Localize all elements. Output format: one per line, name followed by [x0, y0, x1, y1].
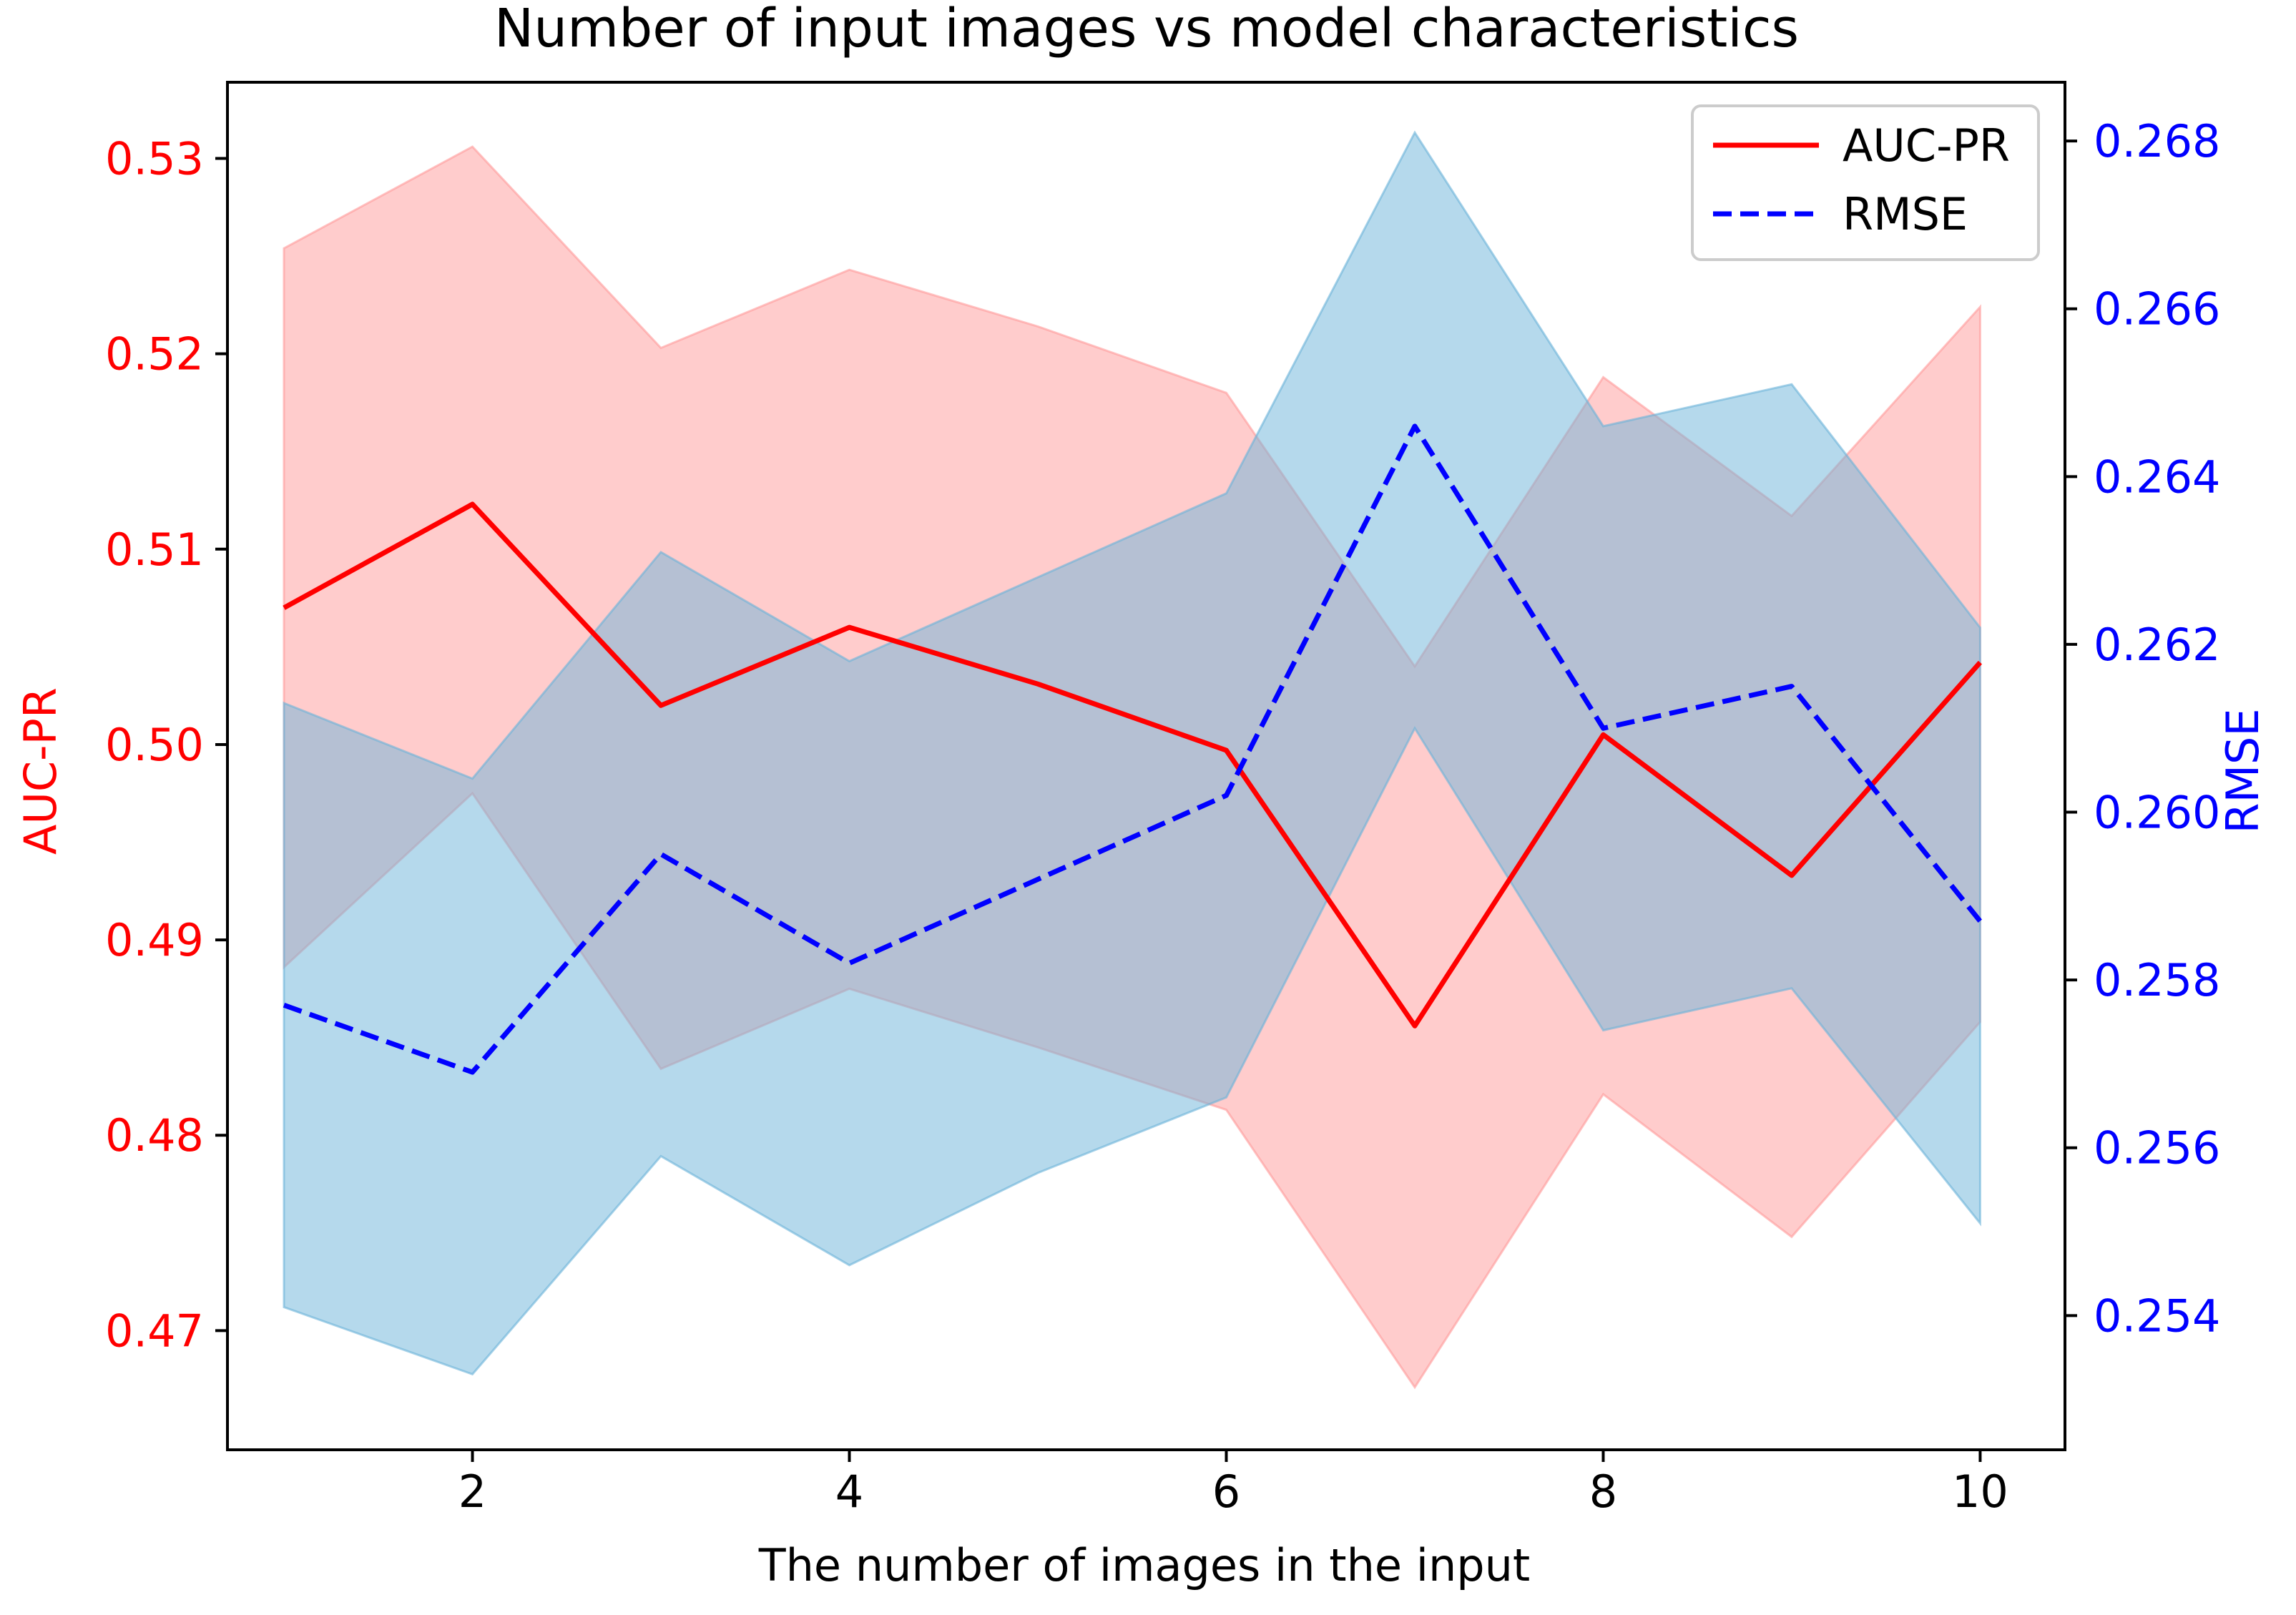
plot-frame — [226, 81, 2066, 1451]
right-tick-label-2: 0.258 — [2094, 954, 2221, 1006]
left-tick-label-3: 0.50 — [105, 719, 204, 771]
left-tick-label-1: 0.48 — [105, 1109, 204, 1162]
right-tick-label-7: 0.268 — [2094, 115, 2221, 167]
left-tick-label-0: 0.47 — [105, 1305, 204, 1357]
line-rmse — [283, 423, 1983, 1075]
x-tick-label-4: 4 — [835, 1466, 863, 1518]
left-tick-label-6: 0.53 — [105, 133, 204, 185]
chart-title: Number of input images vs model characte… — [494, 0, 1799, 59]
x-axis-label: The number of images in the input — [758, 1539, 1530, 1591]
series-lines — [283, 423, 1983, 1075]
line-auc-pr — [283, 501, 1983, 1029]
confidence-bands — [283, 130, 1981, 1390]
left-tick-label-5: 0.52 — [105, 328, 204, 381]
right-axis-label: RMSE — [2217, 708, 2269, 833]
x-tick-label-10: 10 — [1952, 1466, 2008, 1518]
right-tick-label-1: 0.256 — [2094, 1122, 2221, 1174]
legend-label-auc-pr: AUC-PR — [1843, 119, 2010, 172]
right-tick-label-5: 0.264 — [2094, 451, 2221, 503]
x-tick-label-8: 8 — [1589, 1466, 1617, 1518]
legend-label-rmse: RMSE — [1843, 188, 1968, 240]
right-tick-label-3: 0.260 — [2094, 787, 2221, 839]
left-axis-label: AUC-PR — [14, 687, 67, 855]
right-tick-label-0: 0.254 — [2094, 1290, 2221, 1342]
left-tick-label-2: 0.49 — [105, 914, 204, 966]
right-tick-label-4: 0.262 — [2094, 619, 2221, 671]
band-rmse — [283, 130, 1981, 1376]
axes: 2 4 6 8 10 0.47 0.48 0.49 0.50 0.51 0.52 0.53 0.254 0… — [105, 81, 2221, 1518]
left-tick-label-4: 0.51 — [105, 524, 204, 576]
x-tick-label-2: 2 — [458, 1466, 486, 1518]
right-tick-label-6: 0.266 — [2094, 283, 2221, 335]
x-tick-label-6: 6 — [1212, 1466, 1240, 1518]
legend: AUC-PR RMSE — [1691, 104, 2040, 261]
